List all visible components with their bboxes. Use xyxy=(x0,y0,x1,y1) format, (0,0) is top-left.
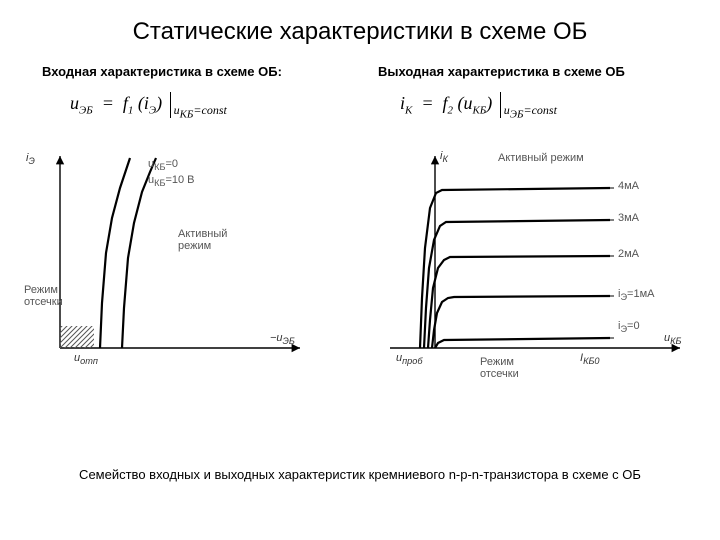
region-active-label: Активный режим xyxy=(498,152,584,164)
left-formula: uЭБ = f1 (iЭ) uКБ=const xyxy=(70,92,227,120)
output-ticks xyxy=(608,188,614,338)
y-axis-label: iК xyxy=(440,150,448,164)
curve-label-3ma: 3мА xyxy=(618,212,639,224)
curve-label-2ma: 2мА xyxy=(618,248,639,260)
x-left-label: uпроб xyxy=(396,352,423,366)
cutoff-hatch xyxy=(60,326,94,348)
x-right-label: uКБ xyxy=(664,332,681,346)
input-characteristic-chart: iЭ −uЭБ uКБ=0 uКБ=10 В Активный режим Ре… xyxy=(30,148,310,378)
right-subtitle: Выходная характеристика в схеме ОБ xyxy=(378,64,625,79)
figure-caption: Семейство входных и выходных характерист… xyxy=(79,467,641,482)
left-subtitle: Входная характеристика в схеме ОБ: xyxy=(42,64,282,79)
curve-label-0: uКБ=0 xyxy=(148,158,178,172)
u-threshold-label: uотп xyxy=(74,352,98,366)
region-active-label: Активный режим xyxy=(178,228,227,252)
region-cutoff-label: Режим отсечки xyxy=(24,284,63,308)
curve-label-1ma: iЭ=1мА xyxy=(618,288,655,302)
i-threshold-label: IКБ0 xyxy=(580,352,600,366)
output-characteristic-chart: iК uпроб uКБ Активный режим Режим отсечк… xyxy=(380,148,700,378)
curve-label-0: iЭ=0 xyxy=(618,320,640,334)
output-curves xyxy=(420,188,610,348)
y-axis-label: iЭ xyxy=(26,152,35,166)
curve-label-1: uКБ=10 В xyxy=(148,174,195,188)
right-formula: iК = f2 (uКБ) uЭБ=const xyxy=(400,92,557,120)
region-cutoff-label: Режим отсечки xyxy=(480,356,519,380)
x-axis-label: −uЭБ xyxy=(270,332,295,346)
page-title: Статические характеристики в схеме ОБ xyxy=(133,18,588,46)
curve-label-4ma: 4мА xyxy=(618,180,639,192)
